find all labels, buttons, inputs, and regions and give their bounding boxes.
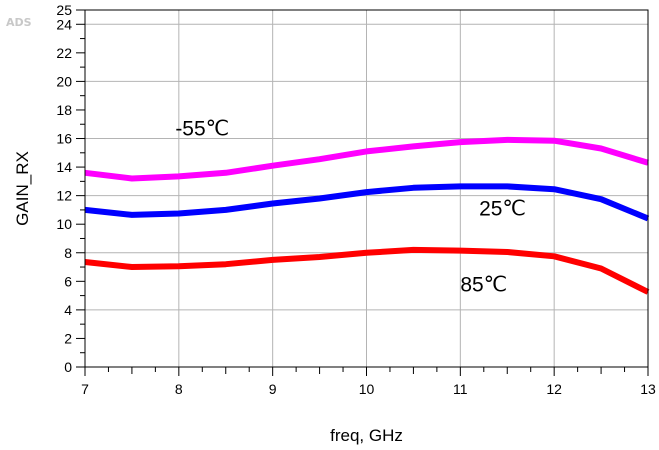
y-tick-label: 10 xyxy=(56,216,72,232)
y-tick-label: 4 xyxy=(64,302,72,318)
y-tick-label: 24 xyxy=(56,16,72,32)
y-tick-label: 20 xyxy=(56,73,72,89)
y-tick-label: 0 xyxy=(64,359,72,375)
x-tick-label: 9 xyxy=(269,381,277,397)
ticks xyxy=(76,9,649,376)
y-tick-label: 18 xyxy=(56,102,72,118)
ads-logo: ADS xyxy=(6,16,32,29)
x-tick-label: 8 xyxy=(175,381,183,397)
y-tick-label: 6 xyxy=(64,273,72,289)
annotations: -55℃ 25℃ 85℃ xyxy=(175,118,526,297)
series-group xyxy=(84,136,650,295)
x-axis-title: freq, GHz xyxy=(330,426,403,445)
series-line xyxy=(84,136,649,182)
y-tick-label: 14 xyxy=(56,159,72,175)
y-tick-label: 12 xyxy=(56,188,72,204)
x-tick-labels: 7 8 9 10 11 12 13 xyxy=(81,381,656,397)
y-tick-label: 22 xyxy=(56,45,72,61)
y-tick-label: 2 xyxy=(64,330,72,346)
x-tick-label: 13 xyxy=(640,381,656,397)
y-tick-label: 25 xyxy=(56,2,72,18)
x-tick-label: 10 xyxy=(359,381,375,397)
series-line xyxy=(84,246,650,295)
series-line xyxy=(84,183,650,222)
temperature-label: 25℃ xyxy=(479,198,526,221)
y-tick-label: 8 xyxy=(64,245,72,261)
x-tick-label: 12 xyxy=(546,381,562,397)
temperature-label: 85℃ xyxy=(460,273,507,296)
x-tick-label: 7 xyxy=(81,381,89,397)
x-tick-label: 11 xyxy=(453,381,468,397)
y-tick-label: 16 xyxy=(56,131,72,147)
y-axis-title: GAIN_RX xyxy=(13,151,32,226)
temperature-label: -55℃ xyxy=(175,118,229,141)
